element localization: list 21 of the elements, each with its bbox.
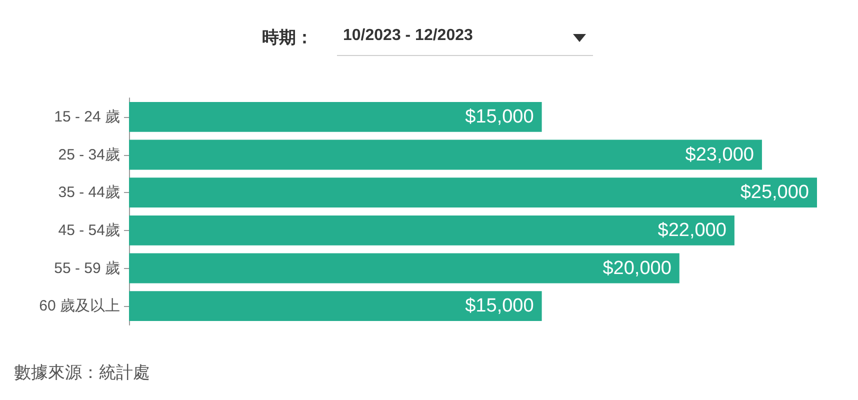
data-label: $23,000 <box>685 144 754 166</box>
text: 數據來源：統計處 <box>14 362 150 384</box>
y-tick-label: 45 - 54歲 <box>58 222 120 239</box>
y-tick-label: 15 - 24 歲 <box>54 108 120 126</box>
data-label: $15,000 <box>465 296 534 317</box>
bar <box>129 253 680 284</box>
data-label: $15,000 <box>465 106 534 128</box>
y-tick-label: 55 - 59 歲 <box>54 260 120 277</box>
data-label: $25,000 <box>740 182 809 204</box>
bar <box>129 102 542 132</box>
text: 時期： <box>262 27 313 49</box>
bar <box>129 178 817 208</box>
data-label: $22,000 <box>658 220 726 241</box>
data-label: $20,000 <box>602 258 672 279</box>
y-tick-label: 60 歲及以上 <box>39 298 120 315</box>
dropdown-field: 10/2023 - 12/2023 <box>337 22 593 56</box>
y-tick-label: 35 - 44歲 <box>58 184 120 202</box>
bar <box>129 291 542 322</box>
y-tick-label: 25 - 34歲 <box>58 146 120 164</box>
bar <box>129 215 734 246</box>
bar <box>129 140 762 170</box>
